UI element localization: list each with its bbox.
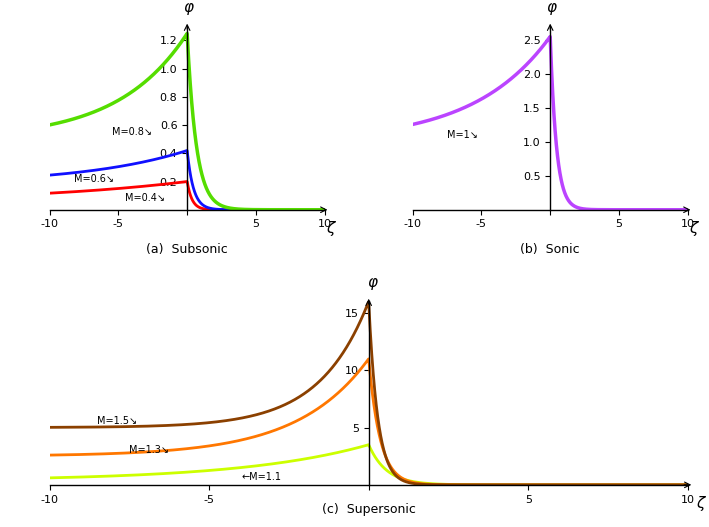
Text: M=1.3↘: M=1.3↘ <box>129 445 169 455</box>
Text: φ: φ <box>547 1 557 15</box>
Text: M=1.5↘: M=1.5↘ <box>98 416 138 426</box>
Text: M=1↘: M=1↘ <box>447 130 478 140</box>
Text: ζ: ζ <box>689 221 698 236</box>
Text: M=0.8↘: M=0.8↘ <box>111 127 152 137</box>
Text: M=0.4↘: M=0.4↘ <box>125 193 165 203</box>
Text: (b)  Sonic: (b) Sonic <box>520 243 580 256</box>
Text: (a)  Subsonic: (a) Subsonic <box>146 243 228 256</box>
Text: (c)  Supersonic: (c) Supersonic <box>322 503 415 516</box>
Text: ζ: ζ <box>326 221 335 236</box>
Text: ζ: ζ <box>696 496 705 511</box>
Text: φ: φ <box>367 276 377 290</box>
Text: ←M=1.1: ←M=1.1 <box>241 472 281 482</box>
Text: M=0.6↘: M=0.6↘ <box>74 173 114 183</box>
Text: φ: φ <box>184 1 194 15</box>
